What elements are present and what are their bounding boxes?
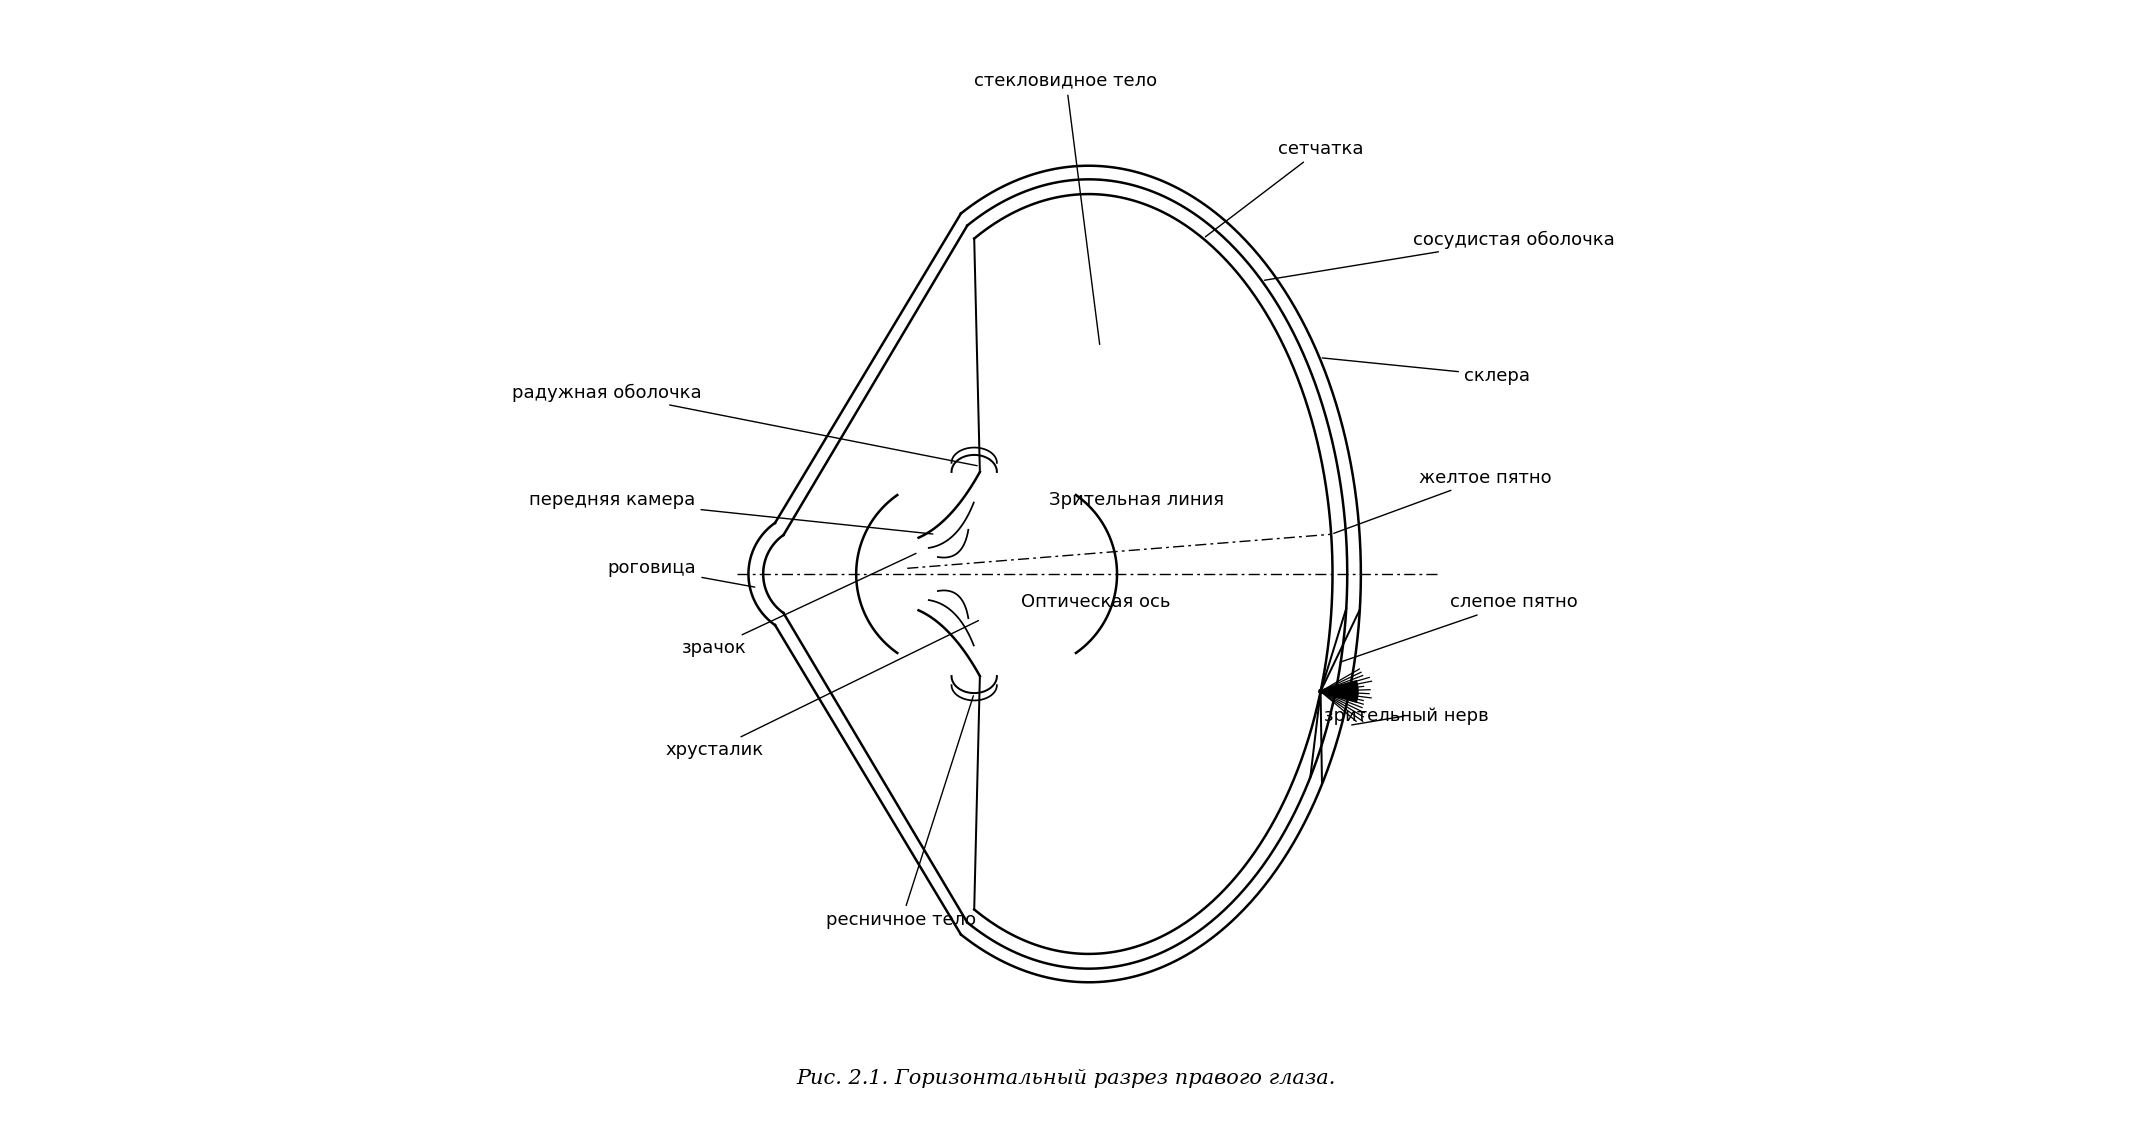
Text: зрачок: зрачок [682,553,917,657]
Text: роговица: роговица [608,559,755,587]
Text: ресничное тело: ресничное тело [827,696,976,929]
Text: Оптическая ось: Оптическая ось [1021,594,1170,612]
Text: желтое пятно: желтое пятно [1335,468,1552,534]
Text: слепое пятно: слепое пятно [1341,594,1578,662]
Text: Зрительная линия: Зрительная линия [1049,491,1224,510]
Text: радужная оболочка: радужная оболочка [512,383,976,466]
Text: сетчатка: сетчатка [1205,140,1364,236]
Text: хрусталик: хрусталик [665,621,979,759]
Text: передняя камера: передняя камера [529,491,934,534]
Text: стекловидное тело: стекловидное тело [974,71,1158,344]
Text: зрительный нерв: зрительный нерв [1324,707,1488,726]
Text: сосудистая оболочка: сосудистая оболочка [1264,231,1614,280]
Text: Рис. 2.1. Горизонтальный разрез правого глаза.: Рис. 2.1. Горизонтальный разрез правого … [797,1069,1335,1088]
Text: склера: склера [1322,358,1531,385]
